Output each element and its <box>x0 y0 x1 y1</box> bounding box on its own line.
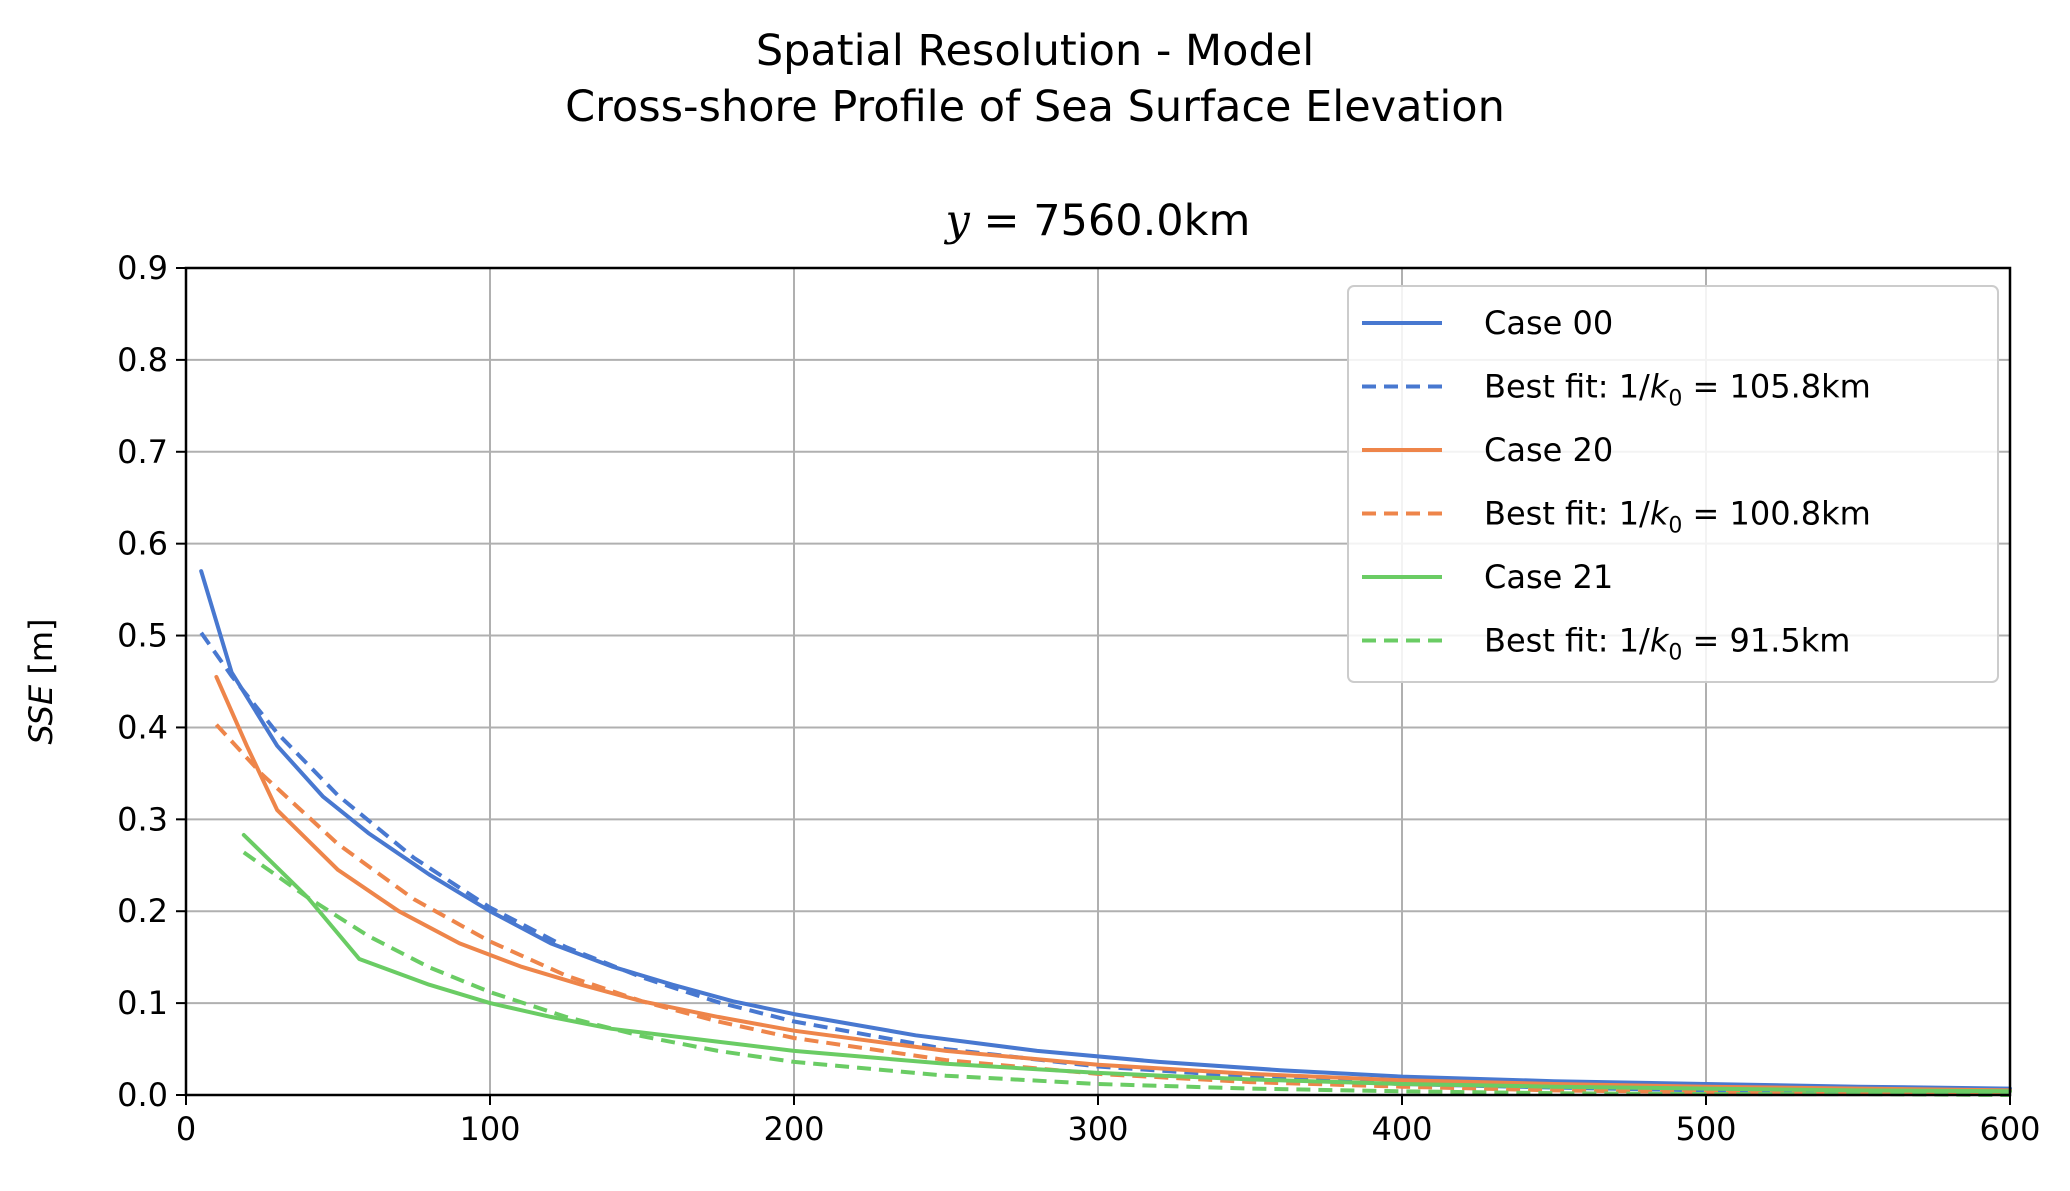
legend-label: Case 20 <box>1484 431 1613 469</box>
legend-label-subscript: 0 <box>1668 641 1682 666</box>
best-fit-line <box>214 723 2011 1097</box>
legend-label-prefix: Best fit: 1/ <box>1484 622 1650 660</box>
x-tick-label: 400 <box>1371 1110 1432 1148</box>
case-line <box>214 674 2012 1093</box>
y-tick-label: 0.3 <box>117 800 168 838</box>
legend-label-variable: k <box>1650 622 1670 660</box>
legend-label-prefix: Best fit: 1/ <box>1484 495 1650 533</box>
best-fit-line <box>199 631 2011 1096</box>
legend-label-prefix: Best fit: 1/ <box>1484 368 1650 406</box>
y-tick-label: 0.8 <box>117 341 168 379</box>
y-axis-label-variable: SSE <box>22 684 60 744</box>
legend-label-subscript: 0 <box>1668 514 1682 539</box>
y-axis-label: SSE [m] <box>22 618 60 744</box>
axes-title-value: = 7560.0km <box>969 196 1251 246</box>
legend-box <box>1347 285 1999 683</box>
x-tick-label: 500 <box>1675 1110 1736 1148</box>
case-line <box>241 833 2012 1094</box>
x-tick-label: 600 <box>1979 1110 2040 1148</box>
y-tick-label: 0.9 <box>117 249 168 287</box>
x-tick-label: 300 <box>1067 1110 1128 1148</box>
legend-label-value: = 91.5km <box>1682 622 1850 660</box>
legend-label: Best fit: 1/k0 = 100.8km <box>1484 495 1871 539</box>
legend-label-subscript: 0 <box>1668 387 1682 412</box>
legend-label-variable: k <box>1650 368 1670 406</box>
x-tick-label: 200 <box>763 1110 824 1148</box>
axes-title-variable: y <box>945 196 970 246</box>
legend-label: Best fit: 1/k0 = 91.5km <box>1484 622 1850 666</box>
x-tick-label: 100 <box>459 1110 520 1148</box>
legend-label: Best fit: 1/k0 = 105.8km <box>1484 368 1871 412</box>
y-tick-label: 0.4 <box>117 708 168 746</box>
y-tick-label: 0.0 <box>117 1076 168 1114</box>
y-tick-label: 0.2 <box>117 892 168 930</box>
best-fit-line <box>242 850 2011 1097</box>
x-tick-label: 0 <box>176 1110 196 1148</box>
y-tick-label: 0.7 <box>117 433 168 471</box>
legend-label: Case 00 <box>1484 304 1613 342</box>
legend-label-value: = 100.8km <box>1682 495 1870 533</box>
case-line <box>199 569 2012 1091</box>
axes-title: y = 7560.0km <box>186 200 2010 243</box>
y-tick-label: 0.5 <box>117 617 168 655</box>
figure-suptitle-line1: Spatial Resolution - Model <box>755 26 1315 76</box>
legend-label-value: = 105.8km <box>1682 368 1870 406</box>
legend-label-variable: k <box>1650 495 1670 533</box>
axis-ticks: 0 100 200 300 400 500 600 0.0 0.1 0.2 0.3 0.4 0.5 0.6… <box>117 249 2040 1148</box>
series-lines <box>199 569 2012 1097</box>
y-axis-label-unit: [m] <box>22 618 60 684</box>
legend-label: Case 21 <box>1484 558 1613 596</box>
y-tick-label: 0.6 <box>117 525 168 563</box>
y-tick-label: 0.1 <box>117 984 168 1022</box>
figure-suptitle-line2: Cross-shore Profile of Sea Surface Eleva… <box>565 82 1505 132</box>
